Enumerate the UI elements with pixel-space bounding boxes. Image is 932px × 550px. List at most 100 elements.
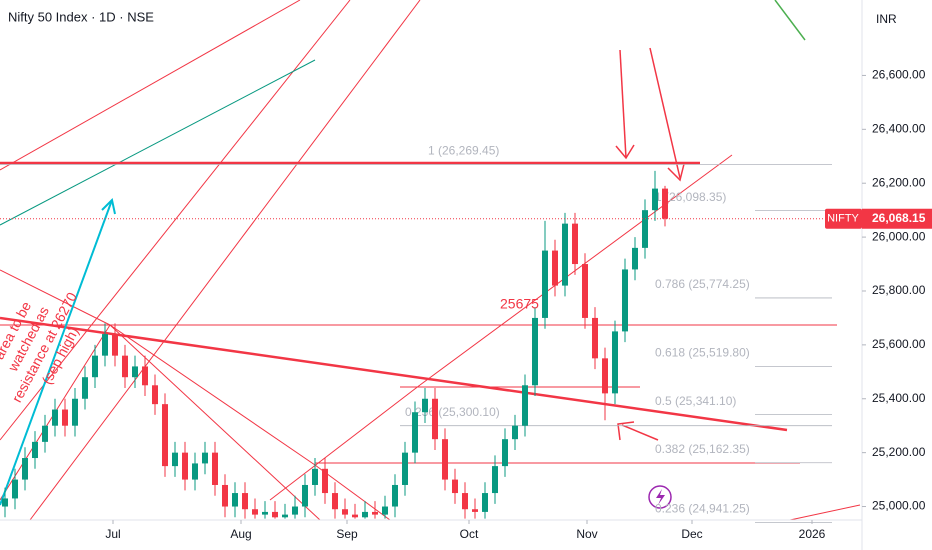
arrow-up	[0, 197, 116, 506]
candle-body	[382, 506, 388, 515]
annotation: 25675	[500, 296, 539, 312]
currency: INR	[876, 12, 897, 26]
candle-body	[82, 377, 88, 399]
candle-body	[572, 223, 578, 265]
candle-body	[292, 506, 298, 515]
candle-body	[212, 452, 218, 485]
y-tick-label: 26,000.00	[872, 229, 926, 243]
y-tick-label: 26,200.00	[872, 175, 926, 189]
price-tag-bg	[862, 208, 932, 229]
candle-body	[482, 493, 488, 512]
candle-body	[102, 334, 108, 356]
candle-body	[302, 484, 308, 507]
fib-label: 0.786 (25,774.25)	[655, 277, 750, 291]
x-tick-label: 2026	[799, 527, 826, 541]
x-tick-label: Oct	[460, 527, 479, 541]
fib-label: 0.5 (25,341.10)	[655, 394, 736, 408]
candle-body	[352, 514, 358, 518]
candle-body	[232, 493, 238, 507]
x-tick-label: Sep	[336, 527, 358, 541]
candle-body	[12, 479, 18, 499]
candle-body	[562, 223, 568, 286]
candle-body	[402, 452, 408, 485]
candle-body	[2, 498, 8, 507]
y-tick-label: 25,000.00	[872, 499, 926, 513]
candle-body	[662, 188, 668, 219]
chart-title: Nifty 50 Index · 1D · NSE	[8, 9, 154, 24]
candle-body	[252, 509, 258, 515]
price-tag-name: NIFTY	[827, 213, 859, 225]
y-tick-label: 26,400.00	[872, 121, 926, 135]
candle-body	[42, 425, 48, 442]
candle-body	[502, 439, 508, 467]
candle-body	[142, 366, 148, 386]
candle-body	[52, 409, 58, 426]
candle-body	[172, 452, 178, 467]
fib-label: 0.236 (25,300.10)	[405, 405, 500, 419]
candle-body	[192, 463, 198, 480]
candle-body	[112, 334, 118, 356]
candle-body	[202, 452, 208, 464]
candle-body	[632, 247, 638, 270]
candle-body	[452, 479, 458, 494]
candle-body	[422, 398, 428, 413]
candle-body	[492, 466, 498, 494]
candle-body	[582, 264, 588, 318]
candle-body	[132, 366, 138, 378]
candle-body	[312, 468, 318, 485]
arrows	[615, 47, 685, 441]
candle-body	[362, 511, 368, 518]
x-tick-label: Dec	[681, 527, 702, 541]
candle-body	[372, 511, 378, 515]
price-tag-name-bg	[825, 208, 862, 229]
candle-body	[162, 404, 168, 467]
candle-body	[542, 250, 548, 318]
candle-body	[442, 439, 448, 480]
fib-label: 0.382 (25,162.35)	[655, 442, 750, 456]
candle-body	[92, 355, 98, 378]
event-bolt	[656, 489, 665, 505]
candle-body	[592, 317, 598, 359]
x-tick-label: Nov	[576, 527, 597, 541]
candle-body	[182, 452, 188, 480]
candle-body	[652, 188, 658, 211]
price-tag-label: 26,068.15	[872, 211, 926, 225]
candle-body	[332, 493, 338, 510]
candle-body	[622, 269, 628, 332]
candle-body	[222, 484, 228, 507]
candle-body	[282, 514, 288, 518]
candle-body	[512, 425, 518, 440]
candle-body	[532, 317, 538, 386]
y-tick-label: 25,400.00	[872, 391, 926, 405]
trend-line	[0, 316, 788, 432]
candle-body	[552, 250, 558, 286]
candle-body	[262, 511, 268, 515]
candle-body	[62, 409, 68, 426]
plot-area: 1 (26,269.45) 0.236 (25,300.10) 1 (26,098.…	[0, 0, 862, 523]
candle-body	[462, 493, 468, 510]
fib-label: 0.236 (24,941.25)	[655, 502, 750, 516]
candle-body	[602, 358, 608, 394]
x-tick-label: Jul	[105, 527, 120, 541]
y-tick-label: 25,600.00	[872, 337, 926, 351]
candle-body	[472, 509, 478, 512]
candle-body	[122, 355, 128, 378]
fib-label: 1 (26,269.45)	[428, 144, 499, 158]
candle-body	[22, 458, 28, 480]
y-tick-label: 25,800.00	[872, 283, 926, 297]
candle-body	[32, 441, 38, 459]
candle-body	[612, 331, 618, 394]
candle-body	[642, 210, 648, 248]
candle-body	[392, 484, 398, 507]
x-tick-label: Aug	[230, 527, 251, 541]
candle-body	[242, 493, 248, 510]
candle-body	[522, 385, 528, 426]
candle-body	[272, 511, 278, 518]
fib-label: 1 (26,098.35)	[655, 190, 726, 204]
drawing-line	[0, 59, 316, 226]
candle-body	[412, 412, 418, 453]
fib-label: 0.618 (25,519.80)	[655, 346, 750, 360]
candle-body	[152, 385, 158, 405]
